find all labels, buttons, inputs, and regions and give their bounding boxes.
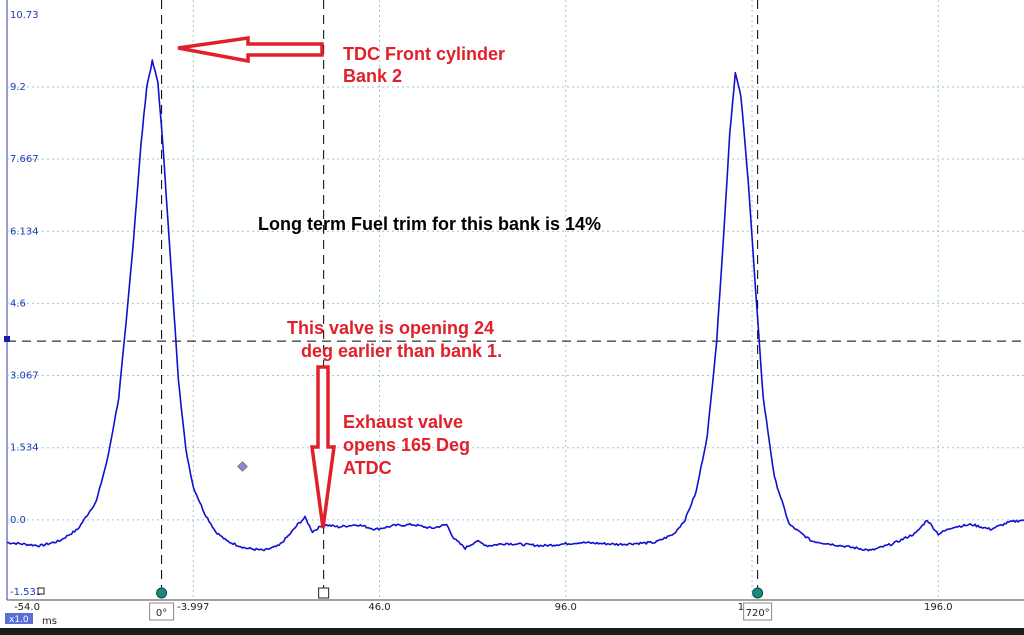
y-tick-label: 7.667: [10, 154, 39, 165]
ruler-label-box: [743, 602, 773, 621]
tdc-label-line2: Bank 2: [343, 66, 402, 86]
exhaust-arrow: [309, 365, 337, 529]
tdc-arrow: [177, 35, 324, 64]
exhaust-label-line3: ATDC: [343, 458, 392, 478]
tdc-label-line1: TDC Front cylinder: [343, 44, 505, 64]
horizontal-ruler-handle[interactable]: [4, 336, 10, 342]
y-tick-label: -1.533: [10, 587, 42, 598]
y-tick-label: 10.73: [10, 10, 39, 21]
x-tick-label: 196.0: [924, 602, 953, 613]
ruler-handle[interactable]: [752, 587, 764, 599]
x-tick-label: 46.0: [368, 602, 390, 613]
zoom-badge[interactable]: [5, 613, 33, 624]
series-line: [7, 59, 1024, 552]
ruler-label: 720°: [746, 608, 770, 619]
ruler-label: 0°: [156, 608, 167, 619]
plot-area: [7, 0, 1024, 600]
grid: [7, 0, 1024, 600]
x-tick-label: 96.0: [555, 602, 577, 613]
y-tick-label: 0.0: [10, 515, 26, 526]
y-tick-label: 9.2: [10, 82, 26, 93]
y-tick-label: 4.6: [10, 298, 26, 309]
ruler-handle[interactable]: [156, 587, 168, 599]
y-tick-label: 6.134: [10, 226, 39, 237]
exhaust-label-line2: opens 165 Deg: [343, 435, 470, 455]
y-tick-label: 3.067: [10, 371, 39, 382]
bottom-toolbar-strip: [0, 628, 1024, 635]
valve-early-line1: This valve is opening 24: [287, 318, 494, 338]
x-tick-label: -3.997: [177, 602, 209, 613]
x-axis-unit: ms: [42, 616, 57, 627]
ruler-handle-square[interactable]: [318, 587, 330, 599]
y-min-marker: [37, 587, 45, 595]
exhaust-label-line1: Exhaust valve: [343, 412, 463, 432]
ruler-handles[interactable]: 0° 720°: [37, 587, 773, 621]
zoom-badge-label: x1.0: [9, 615, 29, 625]
x-tick-label: -54.0: [14, 602, 40, 613]
ruler-label-box: [149, 602, 175, 621]
y-tick-labels: 10.73 9.2 7.667 6.134 4.6 3.067 1.534 0.0 -1.533: [10, 10, 42, 598]
y-tick-label: 1.534: [10, 443, 39, 454]
marker-diamond[interactable]: [237, 461, 248, 472]
fuel-trim-label: Long term Fuel trim for this bank is 14%: [258, 214, 601, 234]
valve-early-line2: deg earlier than bank 1.: [301, 341, 502, 361]
